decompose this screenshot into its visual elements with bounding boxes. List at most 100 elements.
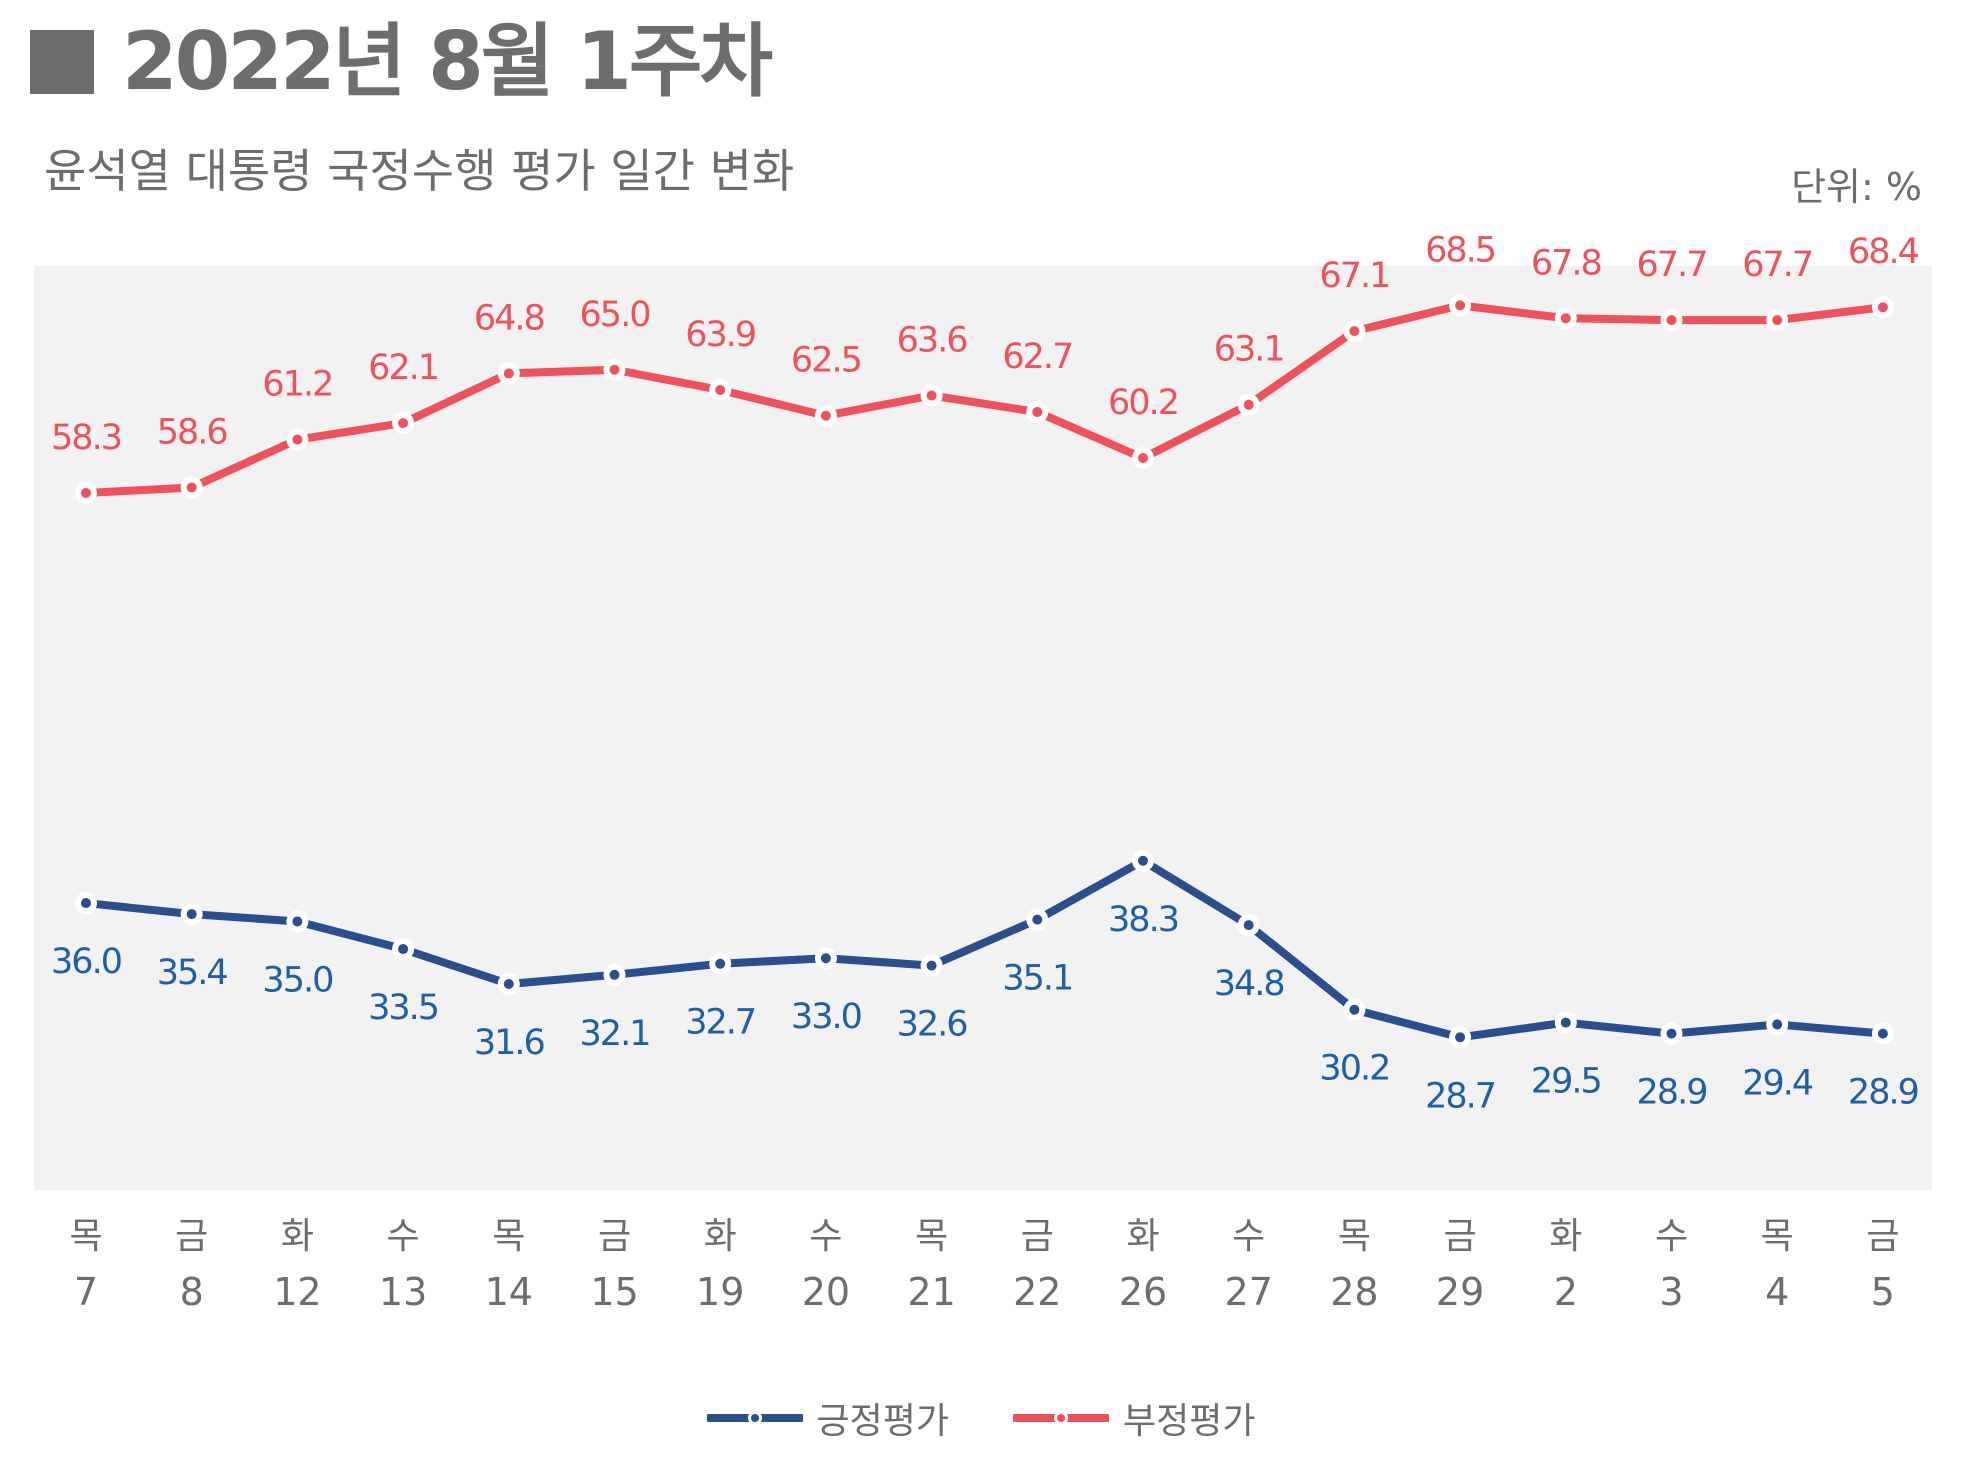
legend-item-negative: 부정평가	[1013, 1392, 1255, 1444]
plot-area	[34, 266, 1932, 1190]
chart-title: 2022년 8월 1주차	[122, 15, 773, 108]
x-tick-day: 13	[379, 1270, 427, 1314]
x-tick-weekday: 금	[598, 1216, 631, 1257]
positive-data-label: 38.3	[1108, 900, 1178, 940]
negative-point	[820, 410, 831, 421]
x-tick-weekday: 화	[704, 1216, 737, 1257]
x-tick-weekday: 금	[1866, 1216, 1899, 1257]
positive-data-label: 35.0	[262, 960, 332, 1000]
x-tick-day: 7	[74, 1270, 98, 1314]
negative-line	[82, 301, 1887, 497]
x-tick-weekday: 화	[281, 1216, 314, 1257]
negative-point	[1772, 315, 1783, 326]
x-tick-weekday: 수	[1655, 1216, 1688, 1257]
positive-data-label: 33.5	[368, 988, 438, 1028]
negative-point	[1349, 326, 1360, 337]
x-tick-day: 19	[696, 1270, 744, 1314]
x-tick-day: 14	[485, 1270, 533, 1314]
positive-data-label: 28.9	[1637, 1073, 1707, 1113]
positive-point	[503, 978, 514, 989]
positive-data-label: 35.4	[157, 953, 228, 993]
positive-data-label: 34.8	[1214, 964, 1284, 1004]
positive-data-label: 28.9	[1848, 1073, 1918, 1113]
negative-data-label: 67.1	[1319, 256, 1389, 296]
legend: 긍정평가 부정평가	[0, 1392, 1962, 1444]
negative-data-label: 67.7	[1742, 245, 1812, 285]
negative-point	[1455, 300, 1466, 311]
x-tick-day: 29	[1436, 1270, 1484, 1314]
x-tick-day: 26	[1119, 1270, 1167, 1314]
positive-data-label: 32.7	[685, 1003, 755, 1043]
negative-data-label: 64.8	[474, 298, 544, 338]
negative-point	[1243, 399, 1254, 410]
negative-point	[503, 368, 514, 379]
negative-data-label: 58.3	[51, 418, 121, 458]
x-tick-day: 28	[1330, 1270, 1378, 1314]
positive-point	[609, 969, 620, 980]
x-tick-weekday: 금	[1444, 1216, 1477, 1257]
negative-point	[1666, 315, 1677, 326]
positive-data-label: 33.0	[791, 997, 861, 1037]
positive-data-label: 35.1	[1002, 959, 1072, 999]
positive-point	[1138, 855, 1148, 866]
chart-subtitle: 윤석열 대통령 국정수행 평가 일간 변화	[44, 144, 795, 198]
negative-data-label: 58.6	[157, 412, 228, 452]
negative-point	[609, 364, 620, 375]
negative-data-label: 60.2	[1108, 383, 1178, 423]
negative-data-label: 62.5	[791, 341, 861, 381]
negative-data-label: 62.1	[368, 348, 438, 388]
legend-positive-label: 긍정평가	[816, 1401, 949, 1442]
positive-point	[1032, 914, 1043, 925]
x-tick-weekday: 화	[1126, 1216, 1159, 1257]
negative-data-label: 62.7	[1002, 337, 1072, 377]
x-tick-weekday: 목	[1761, 1216, 1794, 1257]
x-tick-day: 22	[1013, 1270, 1061, 1314]
negative-point	[1560, 313, 1571, 324]
x-tick-day: 12	[273, 1270, 321, 1314]
x-tick-weekday: 금	[175, 1216, 208, 1257]
positive-point	[186, 909, 197, 920]
negative-data-label: 63.6	[897, 320, 968, 360]
x-tick-day: 21	[907, 1270, 955, 1314]
legend-item-positive: 긍정평가	[706, 1392, 949, 1444]
positive-point	[1666, 1028, 1677, 1039]
x-tick-day: 8	[180, 1270, 204, 1314]
x-tick-weekday: 목	[1338, 1216, 1371, 1257]
positive-point	[1877, 1028, 1888, 1039]
negative-point	[81, 487, 91, 498]
x-tick-day: 27	[1225, 1270, 1273, 1314]
positive-data-label: 29.4	[1742, 1063, 1813, 1103]
negative-data-label: 63.9	[685, 315, 755, 355]
x-tick-day: 4	[1765, 1270, 1789, 1314]
x-tick-weekday: 금	[1021, 1216, 1054, 1257]
x-tick-day: 20	[802, 1270, 850, 1314]
positive-data-label: 32.1	[580, 1014, 650, 1054]
x-tick-day: 2	[1554, 1270, 1578, 1314]
positive-data-label: 31.6	[474, 1023, 545, 1063]
x-tick-weekday: 수	[809, 1216, 842, 1257]
positive-point	[1560, 1017, 1571, 1028]
positive-point	[715, 958, 726, 969]
positive-data-label: 36.0	[51, 942, 121, 982]
negative-data-label: 61.2	[262, 365, 332, 405]
positive-point	[292, 916, 303, 927]
positive-point	[820, 953, 831, 964]
negative-data-label: 63.1	[1214, 330, 1284, 370]
negative-point	[1138, 453, 1148, 464]
negative-data-label: 68.5	[1425, 230, 1495, 270]
unit-label: 단위: %	[1791, 165, 1922, 209]
positive-data-label: 29.5	[1531, 1062, 1601, 1102]
x-tick-weekday: 화	[1549, 1216, 1582, 1257]
negative-point	[292, 434, 303, 445]
negative-data-label: 68.4	[1848, 232, 1919, 272]
legend-negative-marker	[1013, 1411, 1109, 1425]
positive-point	[1349, 1004, 1360, 1015]
negative-point	[926, 390, 937, 401]
positive-data-label: 30.2	[1319, 1049, 1389, 1089]
negative-point	[398, 418, 409, 429]
negative-data-label: 67.8	[1531, 243, 1601, 283]
negative-point	[1032, 407, 1043, 418]
chart-title-block: 2022년 8월 1주차	[30, 15, 773, 108]
negative-point	[186, 482, 197, 493]
x-tick-weekday: 목	[915, 1216, 948, 1257]
